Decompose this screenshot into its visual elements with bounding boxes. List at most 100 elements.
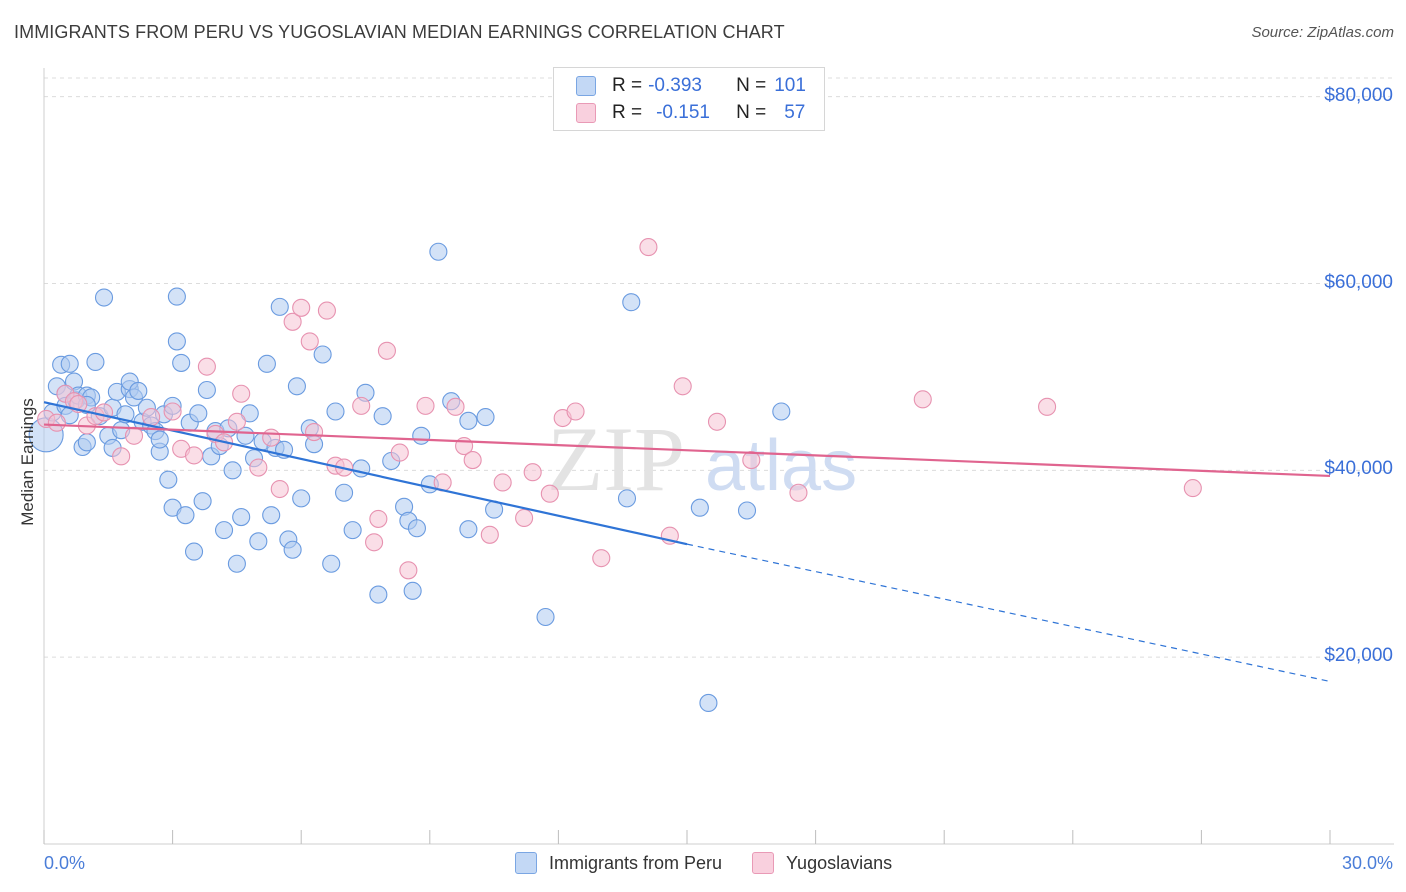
yugoslavian-point (47, 413, 66, 432)
yugoslavian-point (377, 341, 396, 360)
peru-point (335, 483, 354, 502)
peru-point (403, 581, 422, 600)
yugoslavian-point (142, 408, 161, 427)
yugoslavian-point (463, 451, 482, 470)
chart-title: IMMIGRANTS FROM PERU VS YUGOSLAVIAN MEDI… (14, 22, 785, 42)
legend-n-value: 101 (774, 75, 806, 96)
series-swatch-pink (752, 852, 775, 874)
yugoslavian-point (789, 483, 808, 502)
yugoslavian-point (197, 357, 216, 376)
trend-lines (43, 401, 1331, 683)
peru-trend-line (43, 401, 688, 546)
peru-point (94, 288, 114, 307)
y-axis-label: Median Earnings (18, 398, 37, 526)
peru-point (536, 607, 555, 627)
yugoslavian-point (249, 458, 268, 477)
yugoslavian-point (399, 561, 418, 580)
yugoslavian-point (124, 426, 144, 445)
peru-point (257, 354, 276, 373)
peru-point (313, 345, 332, 364)
peru-point (292, 489, 311, 508)
yugoslavian-trend-line (43, 423, 1331, 478)
yugoslavian-point (1038, 397, 1057, 416)
peru-point (249, 532, 268, 551)
x-tick-label-max: 30.0% (1341, 853, 1393, 873)
yugoslavian-point (300, 332, 319, 351)
series-legend-peru: Immigrants from Peru (515, 852, 722, 874)
yugoslavian-point (1183, 479, 1202, 498)
grid-lines (44, 77, 1394, 658)
yugoslavian-point (262, 428, 281, 447)
peru-point (172, 353, 191, 372)
peru-point (214, 521, 234, 540)
yugoslavian-point (639, 238, 658, 257)
peru-point (189, 404, 208, 423)
y-tick-label: $80,000 (1324, 84, 1393, 106)
peru-point (60, 354, 79, 373)
source-label: Source: ZipAtlas.com (1251, 24, 1394, 41)
series-label-peru: Immigrants from Peru (549, 852, 723, 873)
series-legend: Immigrants from Peru Yugoslavians (515, 852, 922, 874)
legend-row-yugoslavians: R = -0.151 N = 57 (576, 101, 805, 125)
y-tick-label: $40,000 (1324, 458, 1393, 480)
series-label-yugoslavians: Yugoslavians (786, 852, 893, 873)
yugoslavian-point (352, 396, 371, 415)
peru-point (86, 352, 105, 372)
peru-point (240, 404, 259, 423)
legend-n-label: N = (736, 75, 767, 96)
yugoslavian-point (707, 412, 727, 431)
peru-point (622, 293, 641, 312)
yugoslavian-point (163, 402, 182, 421)
yugoslavian-point (390, 443, 409, 462)
peru-point (699, 693, 718, 712)
yugoslavian-point (317, 301, 336, 320)
yugoslavian-point (94, 403, 114, 422)
yugoslavian-point (566, 402, 585, 421)
peru-point (197, 380, 216, 400)
peru-point (167, 332, 186, 351)
yugoslavian-point (305, 422, 324, 442)
peru-point (262, 506, 281, 525)
peru-point (429, 242, 448, 261)
peru-point (283, 540, 302, 559)
legend-n-label: N = (736, 102, 767, 123)
peru-point (373, 407, 392, 426)
peru-point (184, 542, 204, 561)
peru-point (167, 287, 186, 306)
peru-point (322, 554, 341, 573)
series-swatch-blue (515, 852, 537, 874)
peru-point (232, 507, 251, 527)
peru-point (407, 519, 426, 538)
yugoslavian-point (673, 377, 692, 396)
series-legend-yugoslavians: Yugoslavians (752, 852, 892, 874)
yugoslavian-point (270, 479, 289, 499)
peru-point (223, 461, 242, 480)
scatter-points (28, 238, 1202, 712)
peru-point (77, 433, 96, 452)
yugoslavian-point (227, 412, 246, 431)
peru-point (617, 489, 637, 508)
peru-point (270, 297, 289, 316)
legend-r-value: -0.151 (656, 102, 710, 123)
legend-r-label: R = (612, 102, 643, 123)
peru-point (150, 430, 169, 449)
yugoslavian-point (232, 384, 251, 403)
yugoslavian-point (184, 446, 204, 465)
yugoslavian-point (446, 397, 465, 416)
peru-point (129, 381, 148, 400)
peru-point (343, 521, 362, 540)
x-tick-label-min: 0.0% (44, 853, 86, 873)
yugoslavian-point (493, 473, 512, 492)
yugoslavian-point (283, 312, 302, 331)
yugoslavian-point (742, 451, 761, 470)
peru-point (412, 426, 431, 445)
legend-r-label: R = (612, 75, 643, 96)
peru-trend-line-extension (686, 543, 1331, 683)
peru-point (690, 498, 709, 517)
y-tick-label: $60,000 (1324, 271, 1393, 293)
yugoslavian-point (913, 390, 932, 409)
watermark-atlas: atlas (705, 426, 857, 506)
yugoslavian-point (416, 396, 435, 415)
legend-swatch-pink (576, 103, 596, 123)
